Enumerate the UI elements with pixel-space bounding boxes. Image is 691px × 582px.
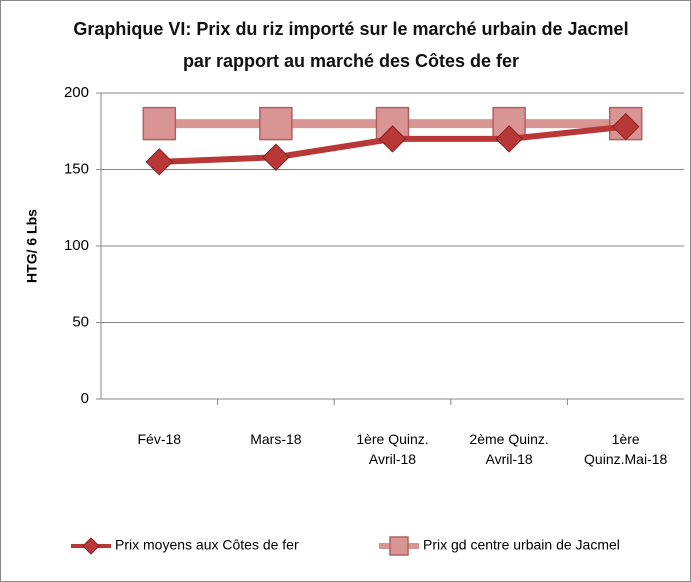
y-tick-label: 0: [81, 390, 89, 407]
x-tick-label: 1ère Quinz.Mai-18: [584, 431, 668, 467]
legend-marker: [82, 537, 100, 555]
x-tick-label: 2ème Quinz. Avril-18: [469, 431, 549, 467]
legend-marker: [389, 536, 409, 556]
point: [262, 143, 290, 171]
point: [142, 106, 177, 141]
point: [611, 112, 640, 141]
point: [259, 106, 293, 141]
y-tick-label: 200: [64, 84, 89, 101]
point: [145, 148, 174, 176]
legend-label: Prix moyens aux Côtes de fer: [115, 537, 299, 553]
x-tick-label: Mars-18: [250, 431, 302, 447]
point: [378, 125, 407, 153]
point: [495, 125, 523, 153]
y-tick-label: 100: [64, 237, 89, 254]
legend-label: Prix gd centre urbain de Jacmel: [423, 537, 620, 553]
y-tick-label: 150: [64, 160, 89, 177]
x-tick-label: Fév-18: [137, 431, 182, 447]
y-tick-label: 50: [72, 313, 89, 330]
y-axis-label: HTG/ 6 Lbs: [24, 209, 40, 283]
x-tick-label: 1ère Quinz. Avril-18: [356, 431, 429, 467]
chart-title: Graphique VI: Prix du riz importé sur le…: [73, 19, 629, 71]
